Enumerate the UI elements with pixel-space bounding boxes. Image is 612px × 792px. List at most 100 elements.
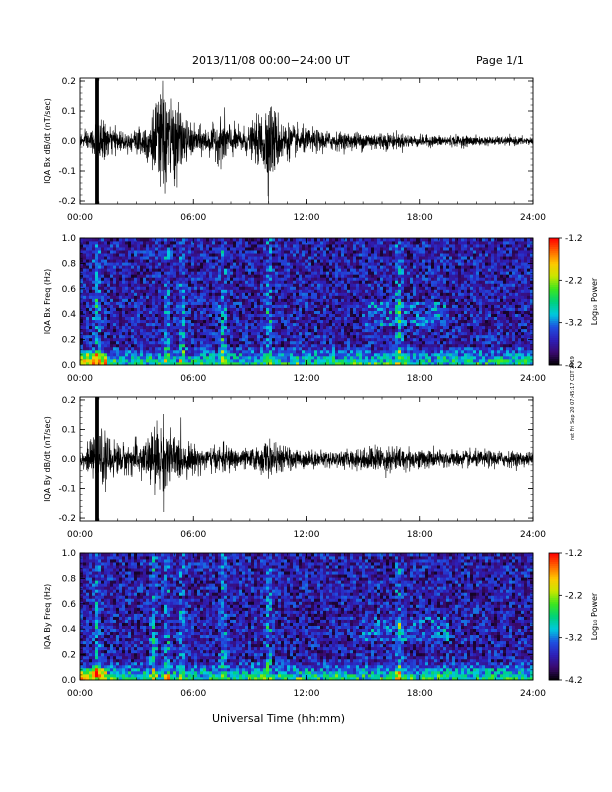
heat-cell xyxy=(389,355,393,360)
heat-cell xyxy=(278,349,282,354)
heat-cell xyxy=(332,349,336,354)
heat-cell xyxy=(203,241,207,245)
heat-cell xyxy=(242,325,246,330)
heat-cell xyxy=(410,349,414,354)
heat-cell xyxy=(272,244,276,248)
heat-cell xyxy=(359,298,363,302)
heat-cell xyxy=(422,310,426,314)
heat-cell xyxy=(254,361,258,366)
heat-cell xyxy=(227,295,231,299)
heat-cell xyxy=(113,241,117,245)
heat-cell xyxy=(305,322,309,327)
heat-cell xyxy=(212,292,216,296)
heat-cell xyxy=(401,274,405,278)
heat-cell xyxy=(401,316,405,321)
heat-cell xyxy=(335,271,339,275)
heat-cell xyxy=(416,325,420,330)
heat-cell xyxy=(182,262,186,266)
heat-cell xyxy=(287,289,291,293)
heat-cell xyxy=(224,280,228,284)
heat-cell xyxy=(302,301,306,305)
heat-cell xyxy=(89,337,93,342)
heat-cell xyxy=(335,310,339,314)
heat-cell xyxy=(419,349,423,354)
heat-cell xyxy=(116,301,120,305)
heat-cell xyxy=(278,346,282,351)
heat-cell xyxy=(227,280,231,284)
heat-cell xyxy=(128,322,132,327)
heat-cell xyxy=(191,346,195,351)
heat-cell xyxy=(206,241,210,245)
heat-cell xyxy=(146,274,150,278)
heat-cell xyxy=(392,355,396,360)
heat-cell xyxy=(233,316,237,321)
heat-cell xyxy=(278,292,282,296)
heat-cell xyxy=(416,238,420,242)
heat-cell xyxy=(146,256,150,260)
heat-cell xyxy=(185,307,189,311)
heat-cell xyxy=(242,289,246,293)
heat-cell xyxy=(341,301,345,305)
heat-cell xyxy=(251,298,255,302)
heat-cell xyxy=(242,340,246,345)
heat-cell xyxy=(296,328,300,333)
heat-cell xyxy=(173,298,177,302)
heat-cell xyxy=(113,256,117,260)
heat-cell xyxy=(410,307,414,311)
heat-cell xyxy=(266,355,270,360)
heat-cell xyxy=(371,274,375,278)
heat-cell xyxy=(260,316,264,321)
heat-cell xyxy=(326,247,330,251)
heat-cell xyxy=(347,289,351,293)
heat-cell xyxy=(305,283,309,287)
heat-cell xyxy=(236,334,240,339)
heat-cell xyxy=(83,265,87,269)
heat-cell xyxy=(230,241,234,245)
heat-cell xyxy=(359,259,363,263)
heat-cell xyxy=(179,256,183,260)
heat-cell xyxy=(419,265,423,269)
heat-cell xyxy=(266,328,270,333)
heat-cell xyxy=(314,346,318,351)
heat-cell xyxy=(83,301,87,305)
heat-cell xyxy=(131,337,135,342)
heat-cell xyxy=(170,259,174,263)
heat-cell xyxy=(107,301,111,305)
heat-cell xyxy=(320,310,324,314)
heat-cell xyxy=(131,322,135,327)
heat-cell xyxy=(146,253,150,257)
heat-cell xyxy=(302,247,306,251)
heat-cell xyxy=(110,331,114,336)
heat-cell xyxy=(380,283,384,287)
heat-cell xyxy=(287,346,291,351)
heat-cell xyxy=(386,325,390,330)
heat-cell xyxy=(326,331,330,336)
heat-cell xyxy=(392,340,396,345)
heat-cell xyxy=(227,289,231,293)
heat-cell xyxy=(218,310,222,314)
heat-cell xyxy=(344,307,348,311)
heat-cell xyxy=(263,295,267,299)
heat-cell xyxy=(188,298,192,302)
heat-cell xyxy=(254,298,258,302)
heat-cell xyxy=(347,238,351,242)
heat-cell xyxy=(308,340,312,345)
heat-cell xyxy=(377,343,381,348)
heat-cell xyxy=(332,292,336,296)
heat-cell xyxy=(419,274,423,278)
heat-cell xyxy=(338,301,342,305)
heat-cell xyxy=(170,313,174,318)
heat-cell xyxy=(392,250,396,254)
heat-cell xyxy=(209,271,213,275)
heat-cell xyxy=(407,301,411,305)
heat-cell xyxy=(335,349,339,354)
heat-cell xyxy=(176,250,180,254)
heat-cell xyxy=(413,340,417,345)
heat-cell xyxy=(182,319,186,324)
heat-cell xyxy=(116,250,120,254)
heat-cell xyxy=(401,301,405,305)
heat-cell xyxy=(317,283,321,287)
heat-cell xyxy=(407,277,411,281)
heat-cell xyxy=(128,313,132,318)
heat-cell xyxy=(125,358,129,363)
